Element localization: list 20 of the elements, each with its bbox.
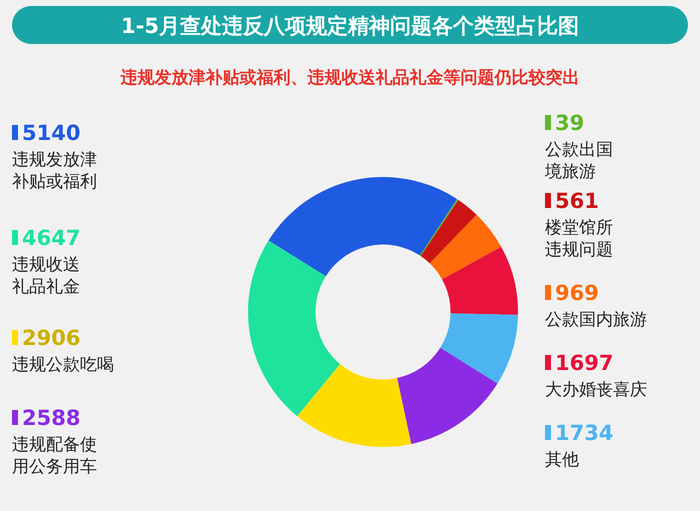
data-label: 39 <box>555 111 584 135</box>
data-label: 2906 <box>22 326 80 350</box>
legend-label: 其他 <box>545 450 579 470</box>
chart-title: 1-5月查处违反八项规定精神问题各个类型占比图 <box>121 14 579 38</box>
legend-label: 公款国内旅游 <box>545 310 647 330</box>
data-label: 2588 <box>22 406 80 430</box>
data-label: 1734 <box>555 421 614 445</box>
legend-label: 违规配备使用公务用车 <box>12 435 97 477</box>
legend-label: 违规收送礼品礼金 <box>12 255 80 297</box>
data-label: 969 <box>555 281 599 305</box>
legend-label: 违规发放津补贴或福利 <box>12 150 97 192</box>
chart-subtitle: 违规发放津补贴或福利、违规收送礼品礼金等问题仍比较突出 <box>120 68 580 88</box>
data-label: 561 <box>555 189 599 213</box>
data-label: 1697 <box>555 351 614 375</box>
data-label: 4647 <box>22 226 80 250</box>
legend-label: 违规公款吃喝 <box>12 355 114 375</box>
legend-label: 公款出国境旅游 <box>544 140 613 182</box>
legend-label: 楼堂馆所违规问题 <box>545 218 613 260</box>
legend-label: 大办婚丧喜庆 <box>545 380 647 400</box>
data-label: 5140 <box>22 121 80 145</box>
